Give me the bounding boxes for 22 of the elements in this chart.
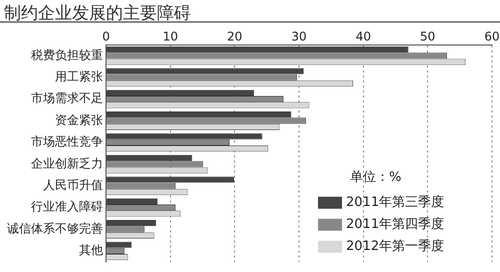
- y-tick-label: 诚信体系不够完善: [7, 221, 103, 236]
- x-tick-label: 30: [291, 30, 307, 44]
- y-tick-label: 资金紧张: [55, 112, 103, 127]
- x-tick-label: 40: [356, 30, 371, 44]
- x-tick-label: 0: [102, 30, 110, 44]
- annotation: 单位：%: [350, 170, 402, 186]
- x-tick-label: 50: [420, 30, 436, 44]
- y-tick-label: 企业创新乏力: [31, 156, 103, 170]
- legend-label: 2011年第三季度: [346, 194, 444, 210]
- y-tick-label: 市场恶性竞争: [31, 134, 103, 149]
- y-tick-label: 市场需求不足: [31, 91, 103, 106]
- y-tick-label: 用工紧张: [55, 69, 103, 84]
- x-tick-label: 60: [484, 30, 500, 44]
- chart-title: 制约企业发展的主要障碍: [4, 4, 191, 24]
- y-tick-label: 税费负担较重: [31, 48, 103, 62]
- y-tick-label: 其他: [79, 243, 103, 258]
- legend-label: 2011年第四季度: [346, 216, 444, 232]
- x-tick-label: 20: [227, 30, 242, 44]
- legend-label: 2012年第一季度: [346, 238, 444, 254]
- y-tick-label: 行业准入障碍: [31, 200, 103, 214]
- x-tick-label: 10: [162, 30, 178, 44]
- y-tick-label: 人民币升值: [43, 178, 103, 192]
